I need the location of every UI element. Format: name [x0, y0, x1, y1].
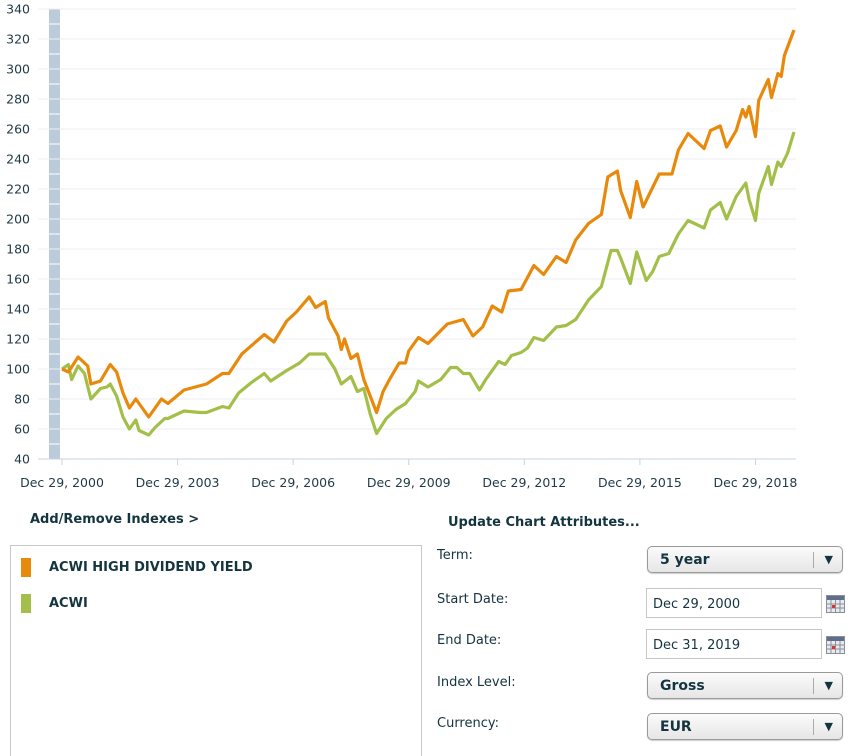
- x-tick-label: Dec 29, 2015: [598, 475, 682, 490]
- term-select[interactable]: 5 year ▼: [647, 546, 843, 573]
- y-tick-label: 320: [6, 32, 30, 47]
- index-level-label: Index Level:: [437, 675, 516, 690]
- series-line-acwi: [61, 131, 796, 437]
- chevron-down-icon: ▼: [824, 553, 833, 566]
- start-date-input[interactable]: Dec 29, 2000: [646, 588, 822, 618]
- y-tick-label: 60: [14, 422, 30, 437]
- y-tick-label: 100: [6, 362, 30, 377]
- series-line-acwi-high-dividend-yield: [61, 29, 796, 419]
- legend-item-acwi[interactable]: ACWI: [21, 594, 88, 613]
- y-tick-label: 180: [6, 242, 30, 257]
- y-tick-label: 220: [6, 182, 30, 197]
- end-date-label: End Date:: [437, 633, 502, 648]
- performance-chart: 340 320 300 280 260 240 220 200 180 160 140 120 100 8…: [6, 2, 798, 491]
- legend-swatch: [21, 594, 31, 613]
- x-tick-label: Dec 29, 2000: [20, 475, 104, 490]
- calendar-icon[interactable]: [826, 636, 845, 654]
- legend-item-acwi-hdy[interactable]: ACWI HIGH DIVIDEND YIELD: [21, 558, 253, 577]
- x-tick-label: Dec 29, 2006: [251, 475, 335, 490]
- legend-label: ACWI HIGH DIVIDEND YIELD: [49, 560, 253, 575]
- y-tick-label: 260: [6, 122, 30, 137]
- calendar-icon[interactable]: [826, 595, 845, 613]
- y-tick-label: 200: [6, 212, 30, 227]
- legend-swatch: [21, 558, 31, 577]
- currency-label: Currency:: [437, 716, 500, 731]
- start-date-label: Start Date:: [437, 592, 509, 607]
- y-tick-label: 140: [6, 302, 30, 317]
- y-tick-label: 240: [6, 152, 30, 167]
- currency-select[interactable]: EUR ▼: [647, 713, 843, 740]
- index-legend: ACWI HIGH DIVIDEND YIELD ACWI: [10, 545, 422, 756]
- y-tick-label: 40: [14, 452, 30, 467]
- x-tick-label: Dec 29, 2012: [482, 475, 566, 490]
- y-tick-label: 300: [6, 62, 30, 77]
- y-tick-label: 120: [6, 332, 30, 347]
- term-value: 5 year: [660, 552, 710, 568]
- chevron-down-icon: ▼: [824, 720, 833, 733]
- add-remove-indexes-link[interactable]: Add/Remove Indexes >: [30, 512, 200, 527]
- x-tick-label: Dec 29, 2009: [367, 475, 451, 490]
- legend-label: ACWI: [49, 596, 88, 611]
- y-tick-label: 80: [14, 392, 30, 407]
- update-chart-attributes-header: Update Chart Attributes...: [448, 515, 640, 530]
- x-tick-label: Dec 29, 2018: [714, 475, 798, 490]
- chevron-down-icon: ▼: [824, 679, 833, 692]
- x-tick-label: Dec 29, 2003: [136, 475, 220, 490]
- y-tick-label: 340: [6, 2, 30, 17]
- term-label: Term:: [437, 548, 473, 563]
- y-tick-label: 280: [6, 92, 30, 107]
- index-level-value: Gross: [660, 678, 705, 694]
- y-tick-label: 160: [6, 272, 30, 287]
- index-level-select[interactable]: Gross ▼: [647, 672, 843, 699]
- end-date-input[interactable]: Dec 31, 2019: [646, 629, 822, 659]
- currency-value: EUR: [660, 719, 692, 735]
